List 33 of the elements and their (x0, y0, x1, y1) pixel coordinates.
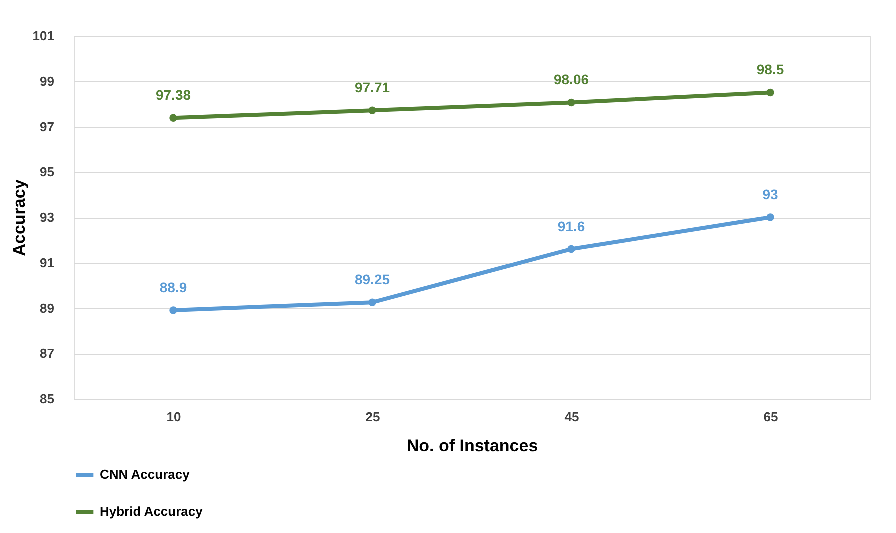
data-label: 89.25 (354, 272, 390, 288)
legend-label: CNN Accuracy (100, 467, 191, 482)
data-label: 98.5 (756, 62, 784, 78)
point (170, 114, 178, 122)
data-label: 97.38 (156, 87, 192, 104)
x-tick-label: 10 (166, 410, 182, 424)
y-tick-label: 97 (40, 119, 54, 134)
data-label: 91.6 (558, 218, 586, 234)
point (766, 214, 774, 222)
data-label: 88.9 (160, 280, 188, 296)
data-label: 97.71 (354, 80, 390, 96)
data-label: 93 (762, 186, 778, 202)
y-tick-label: 85 (40, 392, 54, 406)
point (368, 298, 376, 306)
x-axis-title: No. of Instances (406, 436, 538, 456)
y-tick-label: 91 (40, 255, 54, 270)
point (170, 306, 178, 314)
data-label: 98.06 (554, 72, 590, 88)
y-axis-title: Accuracy (10, 179, 29, 256)
point (568, 245, 576, 254)
legend-label: Hybrid Accuracy (100, 504, 204, 519)
y-tick-label: 87 (40, 346, 54, 362)
point (568, 98, 576, 107)
x-tick-label: 65 (764, 410, 778, 424)
y-tick-label: 93 (40, 210, 54, 225)
point (368, 106, 376, 115)
y-tick-label: 101 (32, 28, 54, 44)
y-tick-label: 99 (40, 74, 54, 89)
x-tick-label: 45 (564, 410, 580, 424)
y-tick-label: 95 (40, 164, 54, 180)
x-tick-label: 25 (366, 410, 380, 424)
y-tick-label: 89 (40, 300, 54, 316)
point (766, 88, 774, 97)
